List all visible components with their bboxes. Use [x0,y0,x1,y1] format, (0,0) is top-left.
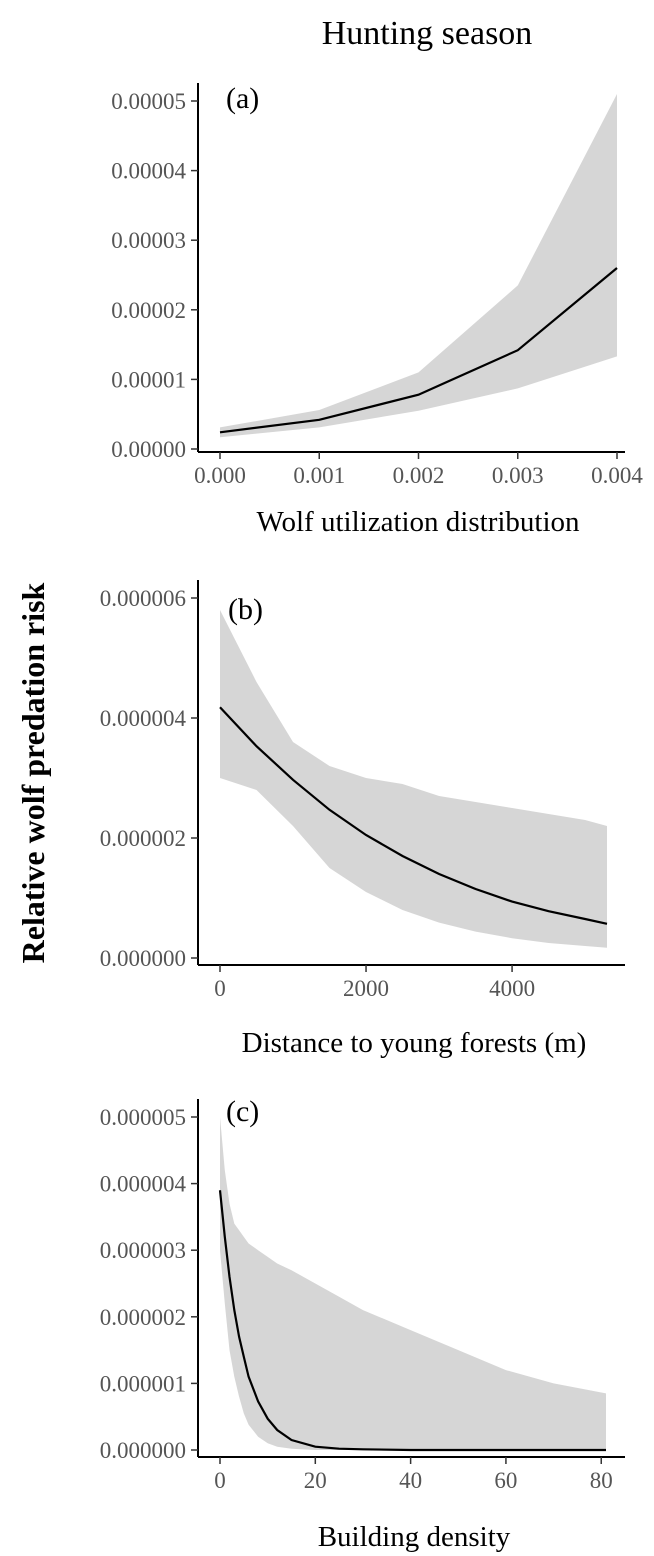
panel-a-x-tick-label: 0.001 [293,463,345,488]
panel-a-fitted-line [219,267,618,434]
panel-a-y-tick-label: 0.00003 [111,228,186,253]
panel-c-y-tick-label: 0.000003 [100,1238,186,1263]
panel-b: (b) Distance to young forests (m) 0.0000… [100,580,625,1059]
panel-b-x-tick-label: 4000 [489,976,535,1001]
panel-b-label: (b) [228,593,263,626]
panel-c-y-tick-label: 0.000001 [100,1371,186,1396]
panel-b-x-tick-label: 0 [214,976,226,1001]
panel-b-x-tick-label: 2000 [343,976,389,1001]
panel-b-fitted-line [219,706,608,925]
panel-a-x-tick-label: 0.002 [393,463,445,488]
panel-b-y-tick-label: 0.000002 [100,826,186,851]
panel-c-confidence-band [220,1117,606,1450]
panel-a-label: (a) [226,82,259,115]
panel-b-confidence-band [220,610,607,948]
panel-c-x-axis-label: Building density [318,1521,511,1553]
panel-a-x-tick-label: 0.003 [492,463,544,488]
panel-c-fitted-line [218,1190,606,1452]
panel-c-y-tick-label: 0.000002 [100,1305,186,1330]
panel-a-x-axis-label: Wolf utilization distribution [256,506,580,538]
panel-a-y-tick-label: 0.00001 [111,367,186,392]
panel-a-y-tick-label: 0.00002 [111,298,186,323]
panel-c-x-tick-label: 0 [214,1468,226,1493]
panel-a-x-tick-label: 0.004 [591,463,643,488]
panel-c: (c) Building density 0.000000 0.000001 0.0… [100,1095,625,1553]
panel-c-label: (c) [226,1095,259,1128]
panel-b-y-tick-label: 0.000006 [100,586,186,611]
panel-c-x-tick-label: 40 [399,1468,422,1493]
panel-a-y-tick-label: 0.00005 [111,89,186,114]
panel-a-x-tick-label: 0.000 [194,463,246,488]
panel-c-x-tick-label: 80 [590,1468,613,1493]
panel-c-x-tick-label: 60 [494,1468,517,1493]
panel-c-y-tick-label: 0.000005 [100,1105,186,1130]
panel-b-y-tick-label: 0.000000 [100,946,186,971]
panel-a-confidence-band [220,94,617,438]
panel-c-y-tick-label: 0.000000 [100,1438,186,1463]
figure-title: Hunting season [322,15,533,52]
panel-c-x-tick-label: 20 [304,1468,327,1493]
shared-y-axis-label: Relative wolf predation risk [15,582,51,963]
panel-c-y-tick-label: 0.000004 [100,1172,187,1197]
panel-a: (a) Wolf utilization distribution 0.0000… [111,82,643,538]
panel-b-y-tick-label: 0.000004 [100,706,187,731]
panel-a-y-tick-label: 0.00004 [111,159,186,184]
panel-b-x-axis-label: Distance to young forests (m) [242,1027,587,1059]
panel-a-y-tick-label: 0.00000 [111,437,186,462]
